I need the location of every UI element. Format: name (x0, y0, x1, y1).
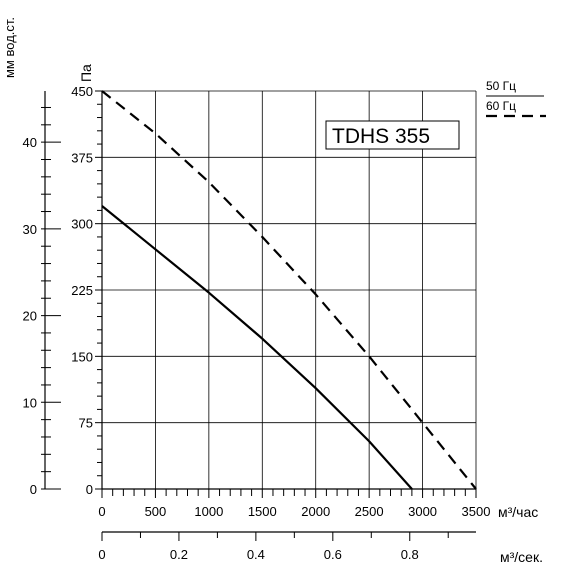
y-tick-label: 75 (79, 416, 93, 431)
y2-tick-label: 10 (23, 395, 37, 410)
y2-axis-label: мм вод.ст. (2, 17, 17, 78)
y-tick-label: 150 (71, 349, 93, 364)
x-tick-label: 0 (98, 504, 105, 519)
x2-tick-label: 0.4 (247, 547, 265, 562)
chart-title-box: TDHS 355 (325, 120, 460, 150)
y2-tick-label: 20 (23, 309, 37, 324)
x-tick-label: 1000 (194, 504, 223, 519)
x-axis-label: м³/час (498, 504, 538, 520)
series-line-solid (101, 205, 413, 490)
x2-tick-label: 0.8 (401, 547, 419, 562)
axes (41, 90, 477, 541)
chart-title: TDHS 355 (332, 125, 430, 148)
y2-tick-label: 40 (23, 135, 37, 150)
y-tick-label: 300 (71, 217, 93, 232)
y-tick-label: 0 (86, 482, 93, 497)
x-tick-label: 3000 (408, 504, 437, 519)
x2-tick-label: 0 (98, 547, 105, 562)
x-tick-label: 500 (145, 504, 167, 519)
x-tick-label: 1500 (248, 504, 277, 519)
y2-tick-label: 30 (23, 222, 37, 237)
labels: Па мм вод.ст. м³/час м³/сек. 0 75 150 225 30… (2, 17, 543, 565)
x-tick-label: 2500 (355, 504, 384, 519)
y-axis-label: Па (78, 64, 94, 82)
y2-tick-label: 0 (30, 482, 37, 497)
legend-label: 60 Гц (486, 99, 516, 113)
x2-tick-label: 0.6 (324, 547, 342, 562)
series-lines (101, 90, 477, 490)
x-tick-label: 3500 (462, 504, 491, 519)
series-line-dashed (101, 90, 477, 490)
title-frame (325, 120, 460, 150)
x2-tick-label: 0.2 (170, 547, 188, 562)
y-tick-label: 225 (71, 283, 93, 298)
y-tick-label: 450 (71, 84, 93, 99)
y-tick-label: 375 (71, 150, 93, 165)
legend: 50 Гц 60 Гц (486, 79, 546, 118)
x2-axis-label: м³/сек. (500, 549, 543, 565)
legend-label: 50 Гц (486, 79, 516, 93)
grid (101, 90, 477, 490)
x-tick-label: 2000 (301, 504, 330, 519)
